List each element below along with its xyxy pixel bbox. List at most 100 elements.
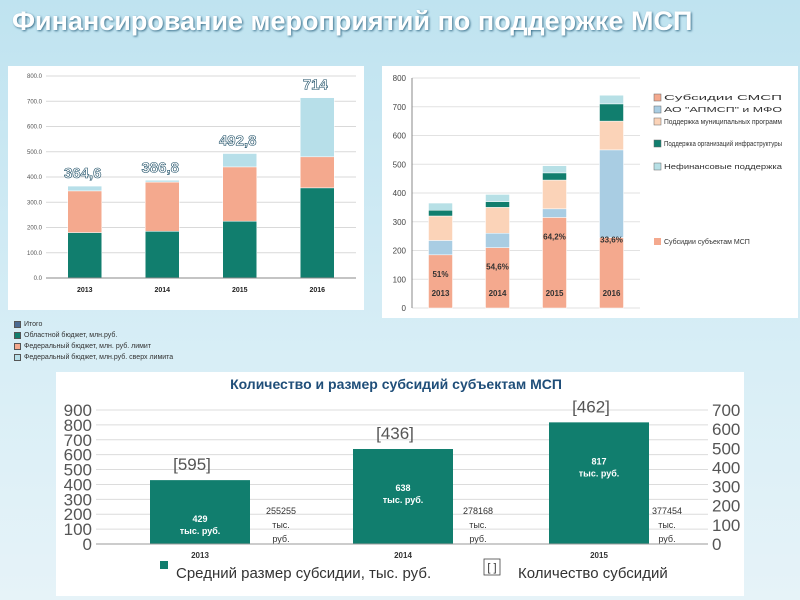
percent-label: 64,2% (543, 232, 566, 241)
count-label: [436] (376, 424, 414, 443)
x-tick-label: 2013 (191, 551, 209, 560)
bar-segment (67, 232, 102, 279)
y-tick-label-left: 900 (64, 401, 92, 420)
support-structure-chart-svg: 0 100 200 300 400 500 600 700 800 2013 51% 2014 54,6… (393, 74, 783, 313)
y-tick-label: 300 (393, 218, 407, 227)
y-tick-label: 700 (393, 103, 407, 112)
legend-label: Субсидии СМСП (664, 94, 782, 102)
amount-unit: руб. (658, 534, 675, 544)
bar-segment (485, 233, 510, 248)
bar-segment (428, 210, 453, 217)
amount-unit: руб. (469, 534, 486, 544)
amount-unit: руб. (272, 534, 289, 544)
legend-label: Поддержка организаций инфраструктуры (664, 140, 782, 148)
bar-value-label: 638 (395, 483, 410, 493)
bar-segment (67, 190, 102, 233)
x-tick-label: 2016 (309, 287, 325, 294)
legend-swatch (653, 162, 662, 171)
bar-segment (145, 181, 180, 232)
x-tick-label: 2013 (432, 289, 450, 298)
count-label: [462] (572, 397, 610, 416)
y-tick-label-left: 200 (64, 505, 92, 524)
bar-segment (599, 120, 624, 151)
funding-legend: Итого Областной бюджет, млн.руб. Федеральн… (14, 319, 354, 363)
y-tick-label-right: 200 (712, 497, 740, 516)
total-label: 364,6 (64, 165, 102, 182)
amount-number: 377454 (652, 506, 682, 516)
legend-swatch (653, 105, 662, 114)
bar-segment (599, 149, 624, 238)
y-tick-label-right: 600 (712, 420, 740, 439)
bar-unit-label: тыс. руб. (383, 495, 424, 505)
legend-swatch (160, 561, 168, 569)
chart-title: Количество и размер субсидий субъектам М… (230, 376, 562, 392)
bar-segment (300, 156, 335, 189)
total-label: 386,8 (141, 159, 179, 176)
percent-label: 54,6% (486, 263, 509, 272)
legend-swatch (483, 558, 501, 576)
legend-label: АО "АПМСП" и МФО (664, 107, 783, 114)
legend-item: Федеральный бюджет, млн. руб. лимит (14, 341, 354, 352)
legend-swatch (14, 321, 21, 328)
y-tick-label-left: 0 (83, 535, 92, 554)
subsidy-bar (353, 449, 453, 544)
legend-swatch (653, 139, 662, 148)
y-tick-label-left: 400 (64, 475, 92, 494)
legend-swatch (654, 238, 661, 245)
percent-label: 51% (432, 270, 448, 279)
total-label: 714 (303, 77, 329, 94)
legend-item: Областной бюджет, млн.руб. (14, 330, 354, 341)
bar-segment (485, 201, 510, 208)
bar-segment (485, 247, 510, 309)
y-tick-label: 0.0 (34, 276, 43, 282)
bar-segment (222, 220, 257, 279)
bar-segment (222, 153, 257, 168)
y-tick-label: 500.0 (27, 150, 43, 156)
bar-segment (300, 187, 335, 279)
y-tick-label: 200.0 (27, 226, 43, 232)
legend-swatch (14, 343, 21, 350)
y-tick-label: 100 (393, 275, 407, 284)
bar-segment (222, 166, 257, 222)
subsidies-chart-svg: Количество и размер субсидий субъектам М… (64, 376, 741, 582)
x-tick-label: 2013 (77, 287, 93, 294)
y-tick-label: 400 (393, 189, 407, 198)
support-structure-chart: 0 100 200 300 400 500 600 700 800 2013 51% 2014 54,6… (382, 66, 798, 318)
legend-swatch (14, 332, 21, 339)
amount-number: 278168 (463, 506, 493, 516)
bar-segment (542, 208, 567, 218)
y-tick-label: 800 (393, 74, 407, 83)
y-tick-label: 100.0 (27, 251, 43, 257)
legend-label: Средний размер субсидии, тыс. руб. (176, 565, 431, 582)
bar-value-label: 817 (591, 456, 606, 466)
bar-segment (485, 194, 510, 202)
bar-segment (599, 95, 624, 105)
bar-segment (599, 237, 624, 309)
count-label: [595] (173, 455, 211, 474)
x-tick-label: 2014 (154, 287, 170, 294)
y-tick-label-right: 700 (712, 401, 740, 420)
y-tick-label-left: 100 (64, 520, 92, 539)
y-tick-label-right: 300 (712, 478, 740, 497)
y-tick-label: 300.0 (27, 200, 43, 206)
amount-unit: тыс. (469, 520, 487, 530)
funding-chart-svg: 0.0 100.0 200.0 300.0 400.0 500.0 600.0 700.0 80… (27, 74, 356, 294)
x-tick-label: 2014 (489, 289, 507, 298)
legend-item: Итого (14, 319, 354, 330)
legend-swatch (653, 93, 662, 102)
legend-label: Федеральный бюджет, млн.руб. сверх лимит… (24, 354, 174, 361)
bar-segment (428, 240, 453, 256)
y-tick-label: 800.0 (27, 74, 43, 80)
x-tick-label: 2014 (394, 551, 412, 560)
subsidies-chart: Количество и размер субсидий субъектам М… (56, 372, 744, 596)
bar-segment (67, 185, 102, 192)
bar-segment (542, 165, 567, 174)
x-tick-label: 2015 (590, 551, 608, 560)
y-tick-label: 700.0 (27, 99, 43, 105)
y-tick-label-left: 300 (64, 490, 92, 509)
legend-label: Итого (24, 321, 43, 328)
y-tick-label-right: 400 (712, 458, 740, 477)
subsidy-bar (150, 480, 250, 544)
x-tick-label: 2016 (603, 289, 621, 298)
y-tick-label-left: 500 (64, 461, 92, 480)
